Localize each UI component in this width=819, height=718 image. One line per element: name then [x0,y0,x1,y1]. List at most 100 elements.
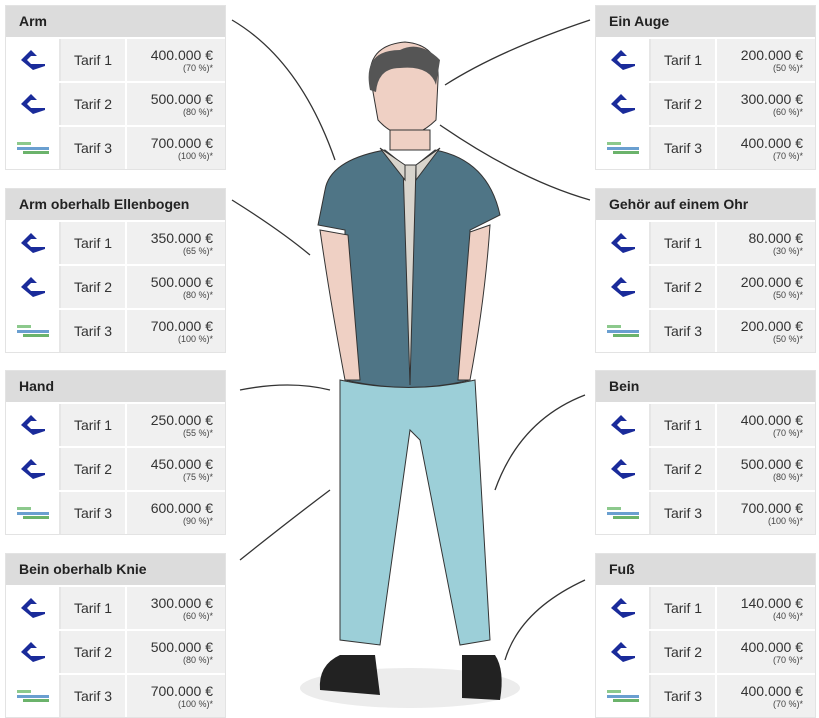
table-row: Tarif 3 700.000 € (100 %)* [6,125,225,169]
percentage: (60 %)* [772,107,803,117]
striped-logo-icon [6,492,61,534]
amount: 600.000 € [150,500,213,516]
tarif-label: Tarif 1 [651,39,717,81]
table-row: Tarif 3 400.000 € (70 %)* [596,673,815,717]
amount: 200.000 € [740,47,803,63]
tarif-label: Tarif 1 [61,39,127,81]
table-row: Tarif 2 500.000 € (80 %)* [6,629,225,673]
amount-cell: 400.000 € (70 %)* [717,127,815,169]
percentage: (75 %)* [182,472,213,482]
amount: 300.000 € [740,91,803,107]
pointer-lines [231,19,591,661]
amount: 450.000 € [150,456,213,472]
table-row: Tarif 1 400.000 € (70 %)* [596,402,815,446]
amount-cell: 700.000 € (100 %)* [717,492,815,534]
amount-cell: 400.000 € (70 %)* [717,675,815,717]
percentage: (30 %)* [772,246,803,256]
amount: 200.000 € [740,274,803,290]
tarif-label: Tarif 1 [651,404,717,446]
amount-cell: 350.000 € (65 %)* [127,222,225,264]
amount: 500.000 € [740,456,803,472]
percentage: (50 %)* [772,290,803,300]
striped-logo-icon [596,492,651,534]
percentage: (80 %)* [182,655,213,665]
diamond-logo-icon [6,266,61,308]
table-bein: Bein Tarif 1 400.000 € (70 %)* Tarif 2 5… [595,370,816,535]
amount-cell: 500.000 € (80 %)* [127,266,225,308]
amount: 80.000 € [748,230,804,246]
amount: 350.000 € [150,230,213,246]
diamond-logo-icon [596,448,651,490]
amount-cell: 500.000 € (80 %)* [717,448,815,490]
diamond-logo-icon [6,83,61,125]
table-row: Tarif 3 400.000 € (70 %)* [596,125,815,169]
tarif-label: Tarif 1 [61,404,127,446]
table-fuß: Fuß Tarif 1 140.000 € (40 %)* Tarif 2 40… [595,553,816,718]
table-row: Tarif 3 700.000 € (100 %)* [6,673,225,717]
table-row: Tarif 2 450.000 € (75 %)* [6,446,225,490]
amount: 700.000 € [740,500,803,516]
table-row: Tarif 1 80.000 € (30 %)* [596,220,815,264]
table-title: Arm oberhalb Ellenbogen [6,189,225,220]
tarif-label: Tarif 2 [651,266,717,308]
striped-logo-icon [6,675,61,717]
amount: 400.000 € [740,639,803,655]
amount: 400.000 € [150,47,213,63]
amount: 400.000 € [740,412,803,428]
table-row: Tarif 1 400.000 € (70 %)* [6,37,225,81]
percentage: (70 %)* [772,428,803,438]
tarif-label: Tarif 2 [61,83,127,125]
striped-logo-icon [6,310,61,352]
diamond-logo-icon [596,631,651,673]
tarif-label: Tarif 2 [651,631,717,673]
amount-cell: 200.000 € (50 %)* [717,310,815,352]
table-gehör-auf-einem-ohr: Gehör auf einem Ohr Tarif 1 80.000 € (30… [595,188,816,353]
amount-cell: 400.000 € (70 %)* [717,631,815,673]
percentage: (100 %)* [177,334,213,344]
table-arm: Arm Tarif 1 400.000 € (70 %)* Tarif 2 50… [5,5,226,170]
amount-cell: 700.000 € (100 %)* [127,675,225,717]
tarif-label: Tarif 3 [651,675,717,717]
tarif-label: Tarif 1 [61,587,127,629]
diamond-logo-icon [596,587,651,629]
amount-cell: 250.000 € (55 %)* [127,404,225,446]
amount-cell: 80.000 € (30 %)* [717,222,815,264]
percentage: (50 %)* [772,63,803,73]
percentage: (50 %)* [772,334,803,344]
amount: 400.000 € [740,683,803,699]
amount: 500.000 € [150,91,213,107]
amount: 300.000 € [150,595,213,611]
tarif-label: Tarif 3 [651,492,717,534]
table-title: Ein Auge [596,6,815,37]
percentage: (40 %)* [772,611,803,621]
table-row: Tarif 1 250.000 € (55 %)* [6,402,225,446]
tarif-label: Tarif 1 [651,222,717,264]
striped-logo-icon [596,127,651,169]
table-row: Tarif 2 500.000 € (80 %)* [6,264,225,308]
table-row: Tarif 1 200.000 € (50 %)* [596,37,815,81]
percentage: (65 %)* [182,246,213,256]
table-row: Tarif 1 140.000 € (40 %)* [596,585,815,629]
tarif-label: Tarif 3 [61,675,127,717]
amount-cell: 300.000 € (60 %)* [717,83,815,125]
table-row: Tarif 2 400.000 € (70 %)* [596,629,815,673]
amount-cell: 200.000 € (50 %)* [717,266,815,308]
amount-cell: 300.000 € (60 %)* [127,587,225,629]
percentage: (60 %)* [182,611,213,621]
tarif-label: Tarif 2 [651,83,717,125]
table-row: Tarif 2 200.000 € (50 %)* [596,264,815,308]
percentage: (80 %)* [772,472,803,482]
amount: 200.000 € [740,318,803,334]
amount-cell: 140.000 € (40 %)* [717,587,815,629]
percentage: (70 %)* [772,699,803,709]
amount-cell: 700.000 € (100 %)* [127,127,225,169]
amount-cell: 700.000 € (100 %)* [127,310,225,352]
tarif-label: Tarif 1 [61,222,127,264]
striped-logo-icon [596,675,651,717]
table-row: Tarif 1 350.000 € (65 %)* [6,220,225,264]
diamond-logo-icon [6,39,61,81]
amount: 250.000 € [150,412,213,428]
amount: 700.000 € [150,318,213,334]
tarif-label: Tarif 3 [651,127,717,169]
percentage: (80 %)* [182,107,213,117]
